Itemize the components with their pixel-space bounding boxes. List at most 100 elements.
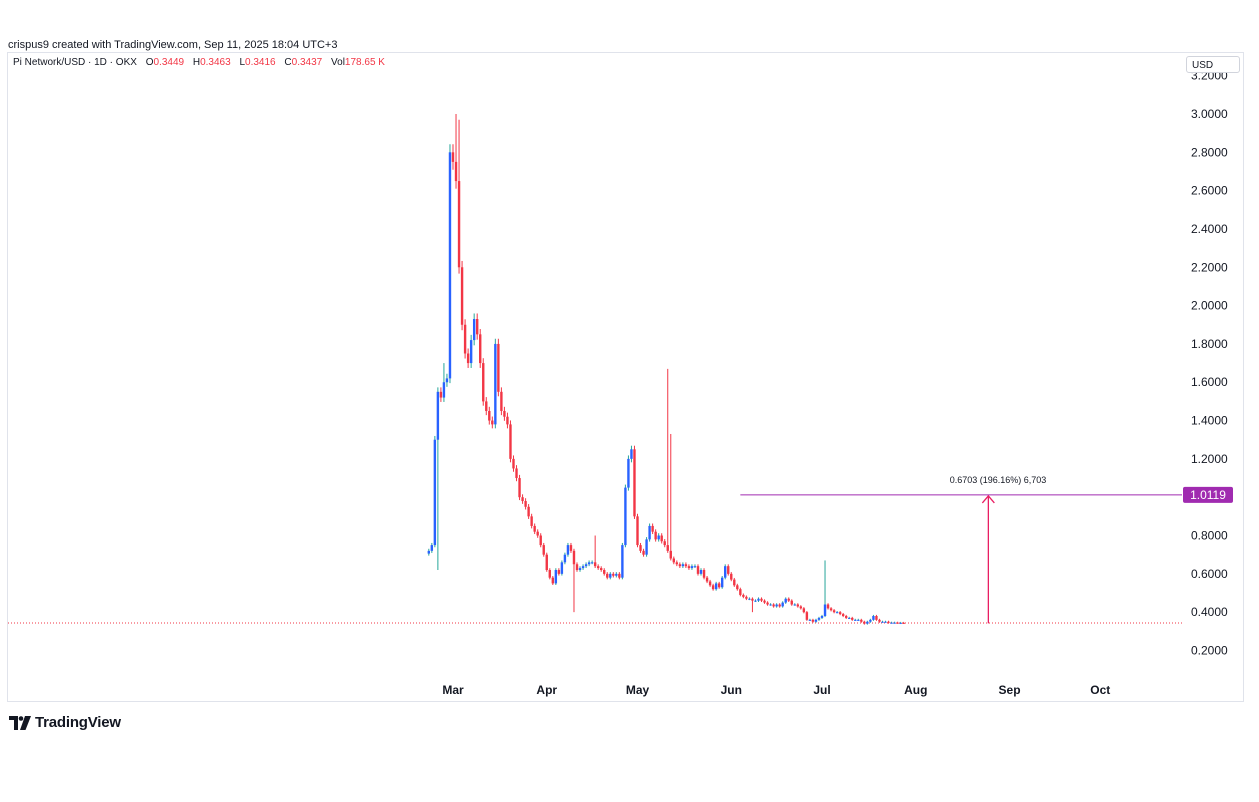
candle-body bbox=[708, 581, 712, 586]
candle-body bbox=[518, 478, 521, 498]
candle-body bbox=[863, 621, 866, 624]
candle-body bbox=[724, 566, 727, 578]
high-value: 0.3463 bbox=[200, 57, 231, 68]
candle-body bbox=[714, 583, 718, 590]
candle-body bbox=[488, 410, 491, 421]
candle-body bbox=[654, 531, 657, 540]
candle-body bbox=[766, 602, 769, 605]
y-tick-label: 1.8000 bbox=[1191, 337, 1228, 351]
tradingview-brand[interactable]: TradingView bbox=[9, 714, 121, 731]
candle-body bbox=[584, 564, 588, 567]
candle-body bbox=[666, 545, 669, 551]
close-label: C bbox=[284, 57, 292, 68]
candle-body bbox=[482, 363, 485, 402]
candle-body bbox=[736, 585, 739, 590]
candle-body bbox=[757, 598, 760, 601]
measure-label: 0.6703 (196.16%) 6,703 bbox=[950, 475, 1047, 485]
y-tick-label: 3.0000 bbox=[1191, 107, 1228, 121]
candle-body bbox=[557, 570, 561, 574]
candle-body bbox=[687, 566, 691, 569]
candle-body bbox=[469, 340, 473, 364]
candle-body bbox=[436, 391, 440, 440]
x-tick-label: Oct bbox=[1090, 683, 1110, 697]
candle-body bbox=[790, 600, 793, 605]
target-price-tag bbox=[1183, 486, 1233, 503]
x-tick-label: Jul bbox=[813, 683, 830, 697]
candle-body bbox=[551, 577, 555, 584]
candle-body bbox=[530, 516, 533, 526]
candle-body bbox=[730, 573, 733, 580]
candle-body bbox=[844, 615, 848, 618]
candle-body bbox=[618, 573, 621, 578]
candle-body bbox=[838, 612, 842, 615]
candle-body bbox=[775, 604, 778, 607]
candle-body bbox=[590, 562, 594, 564]
volume-label: Vol bbox=[331, 57, 345, 68]
x-tick-label: May bbox=[626, 683, 650, 697]
candle-body bbox=[681, 564, 685, 567]
candle-body bbox=[857, 619, 860, 621]
candle-body bbox=[521, 497, 524, 502]
candle-body bbox=[805, 612, 809, 620]
candle-body bbox=[854, 619, 857, 621]
close-value: 0.3437 bbox=[291, 57, 323, 68]
candle-body bbox=[890, 622, 893, 624]
currency-selector[interactable]: USD bbox=[1186, 56, 1240, 73]
candle-body bbox=[887, 621, 890, 623]
candle-body bbox=[787, 598, 790, 601]
candle-body bbox=[869, 619, 872, 622]
candle-body bbox=[884, 621, 887, 623]
x-tick-label: Mar bbox=[442, 683, 464, 697]
y-tick-label: 2.0000 bbox=[1191, 299, 1228, 313]
candle-body bbox=[600, 568, 603, 571]
candle-body bbox=[509, 424, 512, 459]
low-label: L bbox=[239, 57, 246, 68]
candle-body bbox=[445, 378, 449, 383]
candle-body bbox=[575, 564, 579, 571]
candle-body bbox=[760, 598, 763, 601]
candle-body bbox=[645, 539, 648, 555]
candle-body bbox=[512, 458, 515, 469]
candle-body bbox=[548, 570, 551, 578]
candle-body bbox=[793, 604, 796, 606]
candle-body bbox=[699, 570, 703, 574]
candle-body bbox=[606, 573, 609, 578]
candle-body bbox=[657, 535, 660, 540]
candle-body bbox=[823, 604, 827, 616]
candle-body bbox=[866, 621, 869, 624]
candle-body bbox=[751, 598, 754, 601]
symbol-name[interactable]: Pi Network/USD · 1D · OKX bbox=[13, 57, 137, 68]
candle-body bbox=[485, 401, 488, 411]
candle-body bbox=[799, 606, 803, 609]
candle-body bbox=[475, 319, 479, 335]
candle-body bbox=[463, 324, 467, 354]
candle-body bbox=[675, 562, 679, 565]
candle-body bbox=[832, 610, 836, 613]
candle-body bbox=[569, 545, 573, 551]
candle-body bbox=[587, 562, 591, 565]
candle-body bbox=[494, 343, 497, 425]
y-tick-label: 2.8000 bbox=[1191, 145, 1228, 159]
tradingview-logo-icon bbox=[9, 715, 31, 730]
candle-body bbox=[727, 566, 730, 574]
candle-body bbox=[497, 343, 500, 392]
candle-body bbox=[524, 501, 527, 507]
candle-body bbox=[660, 535, 663, 542]
x-tick-label: Aug bbox=[904, 683, 927, 697]
candle-body bbox=[808, 619, 812, 621]
candle-body bbox=[648, 525, 651, 540]
candle-body bbox=[899, 622, 902, 624]
candle-body bbox=[739, 589, 742, 595]
candle-body bbox=[639, 545, 642, 551]
y-tick-label: 2.4000 bbox=[1191, 222, 1228, 236]
candle-body bbox=[651, 525, 654, 532]
candle-body bbox=[454, 161, 458, 182]
candle-body bbox=[705, 577, 709, 582]
candle-body bbox=[515, 468, 518, 479]
candle-body bbox=[430, 545, 434, 551]
candle-body bbox=[851, 617, 854, 620]
candle-body bbox=[442, 382, 446, 398]
candle-body bbox=[748, 598, 751, 600]
candle-body bbox=[503, 410, 506, 417]
